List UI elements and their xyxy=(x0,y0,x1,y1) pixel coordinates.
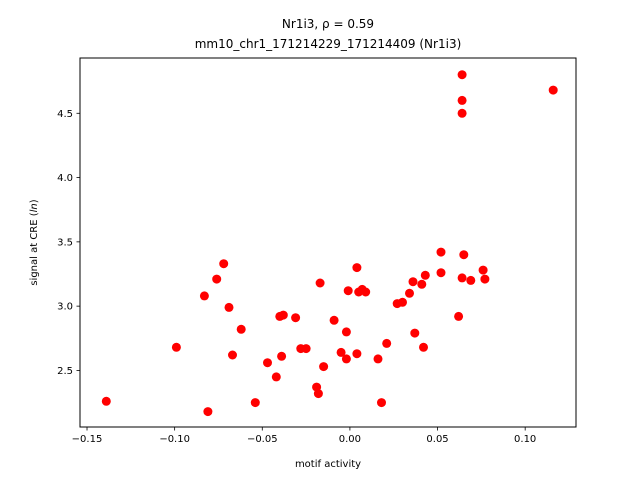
x-axis-label: motif activity xyxy=(295,459,361,470)
data-point-46 xyxy=(457,273,467,283)
data-point-43 xyxy=(436,247,446,257)
data-point-21 xyxy=(319,362,329,372)
data-point-17 xyxy=(301,344,311,354)
data-point-40 xyxy=(417,279,427,289)
data-point-0 xyxy=(101,396,111,406)
data-point-6 xyxy=(224,302,234,312)
data-point-15 xyxy=(291,313,301,323)
data-point-11 xyxy=(271,372,281,382)
x-tick-label-0: −0.15 xyxy=(72,434,103,445)
data-point-36 xyxy=(398,297,407,307)
data-point-9 xyxy=(250,398,260,408)
data-point-32 xyxy=(373,354,383,364)
data-point-45 xyxy=(454,311,464,321)
data-point-4 xyxy=(212,274,222,284)
data-point-22 xyxy=(329,315,339,325)
data-point-10 xyxy=(263,358,272,368)
y-axis-ticks: 2.5 3.0 3.5 4.0 4.5 xyxy=(57,109,80,377)
data-point-49 xyxy=(457,70,467,80)
data-point-52 xyxy=(478,265,488,275)
data-points xyxy=(101,70,558,417)
x-tick-label-4: 0.05 xyxy=(426,434,448,445)
x-axis-ticks: −0.15 −0.10 −0.05 0.00 0.05 0.10 xyxy=(72,427,536,445)
data-point-44 xyxy=(436,268,446,278)
y-tick-label-4: 4.5 xyxy=(57,109,73,120)
data-point-31 xyxy=(361,287,371,297)
data-point-8 xyxy=(236,324,246,334)
data-point-2 xyxy=(199,291,209,301)
y-axis-label-prefix: signal at CRE ( xyxy=(29,212,40,285)
data-point-47 xyxy=(457,108,467,118)
chart-title-line1: Nr1i3, ρ = 0.59 xyxy=(282,17,374,31)
data-point-26 xyxy=(343,286,353,296)
chart-title-line2: mm10_chr1_171214229_171214409 (Nr1i3) xyxy=(195,37,462,51)
data-point-7 xyxy=(228,350,237,360)
data-point-5 xyxy=(219,259,229,269)
data-point-48 xyxy=(457,95,467,105)
x-tick-label-3: 0.00 xyxy=(339,434,361,445)
data-point-34 xyxy=(382,338,392,348)
data-point-37 xyxy=(405,288,414,298)
data-point-19 xyxy=(313,389,323,399)
data-point-24 xyxy=(341,327,351,337)
x-tick-label-5: 0.10 xyxy=(514,434,536,445)
data-point-54 xyxy=(548,85,558,95)
data-point-25 xyxy=(341,354,351,364)
data-point-41 xyxy=(419,342,428,352)
y-axis-label: signal at CRE (ln) xyxy=(29,199,40,285)
data-point-50 xyxy=(459,250,469,260)
data-point-3 xyxy=(203,407,213,417)
data-point-38 xyxy=(408,277,418,287)
plot-frame xyxy=(79,57,577,428)
data-point-20 xyxy=(315,278,325,288)
y-tick-label-1: 3.0 xyxy=(57,302,73,313)
x-tick-label-1: −0.10 xyxy=(159,434,190,445)
data-point-51 xyxy=(466,275,476,285)
data-point-13 xyxy=(278,310,288,320)
data-point-27 xyxy=(352,349,362,359)
data-point-42 xyxy=(420,270,430,280)
data-point-39 xyxy=(410,328,420,338)
y-tick-label-2: 3.5 xyxy=(57,237,73,248)
y-tick-label-3: 4.0 xyxy=(57,173,73,184)
y-axis-label-suffix: ) xyxy=(29,199,40,203)
data-point-23 xyxy=(336,347,346,357)
x-tick-label-2: −0.05 xyxy=(247,434,278,445)
y-axis-label-italic: ln xyxy=(29,203,40,212)
data-point-28 xyxy=(352,263,362,273)
data-point-1 xyxy=(171,342,181,352)
data-point-14 xyxy=(277,351,287,361)
data-point-53 xyxy=(480,274,490,284)
data-point-33 xyxy=(377,398,386,408)
y-tick-label-0: 2.5 xyxy=(57,366,73,377)
